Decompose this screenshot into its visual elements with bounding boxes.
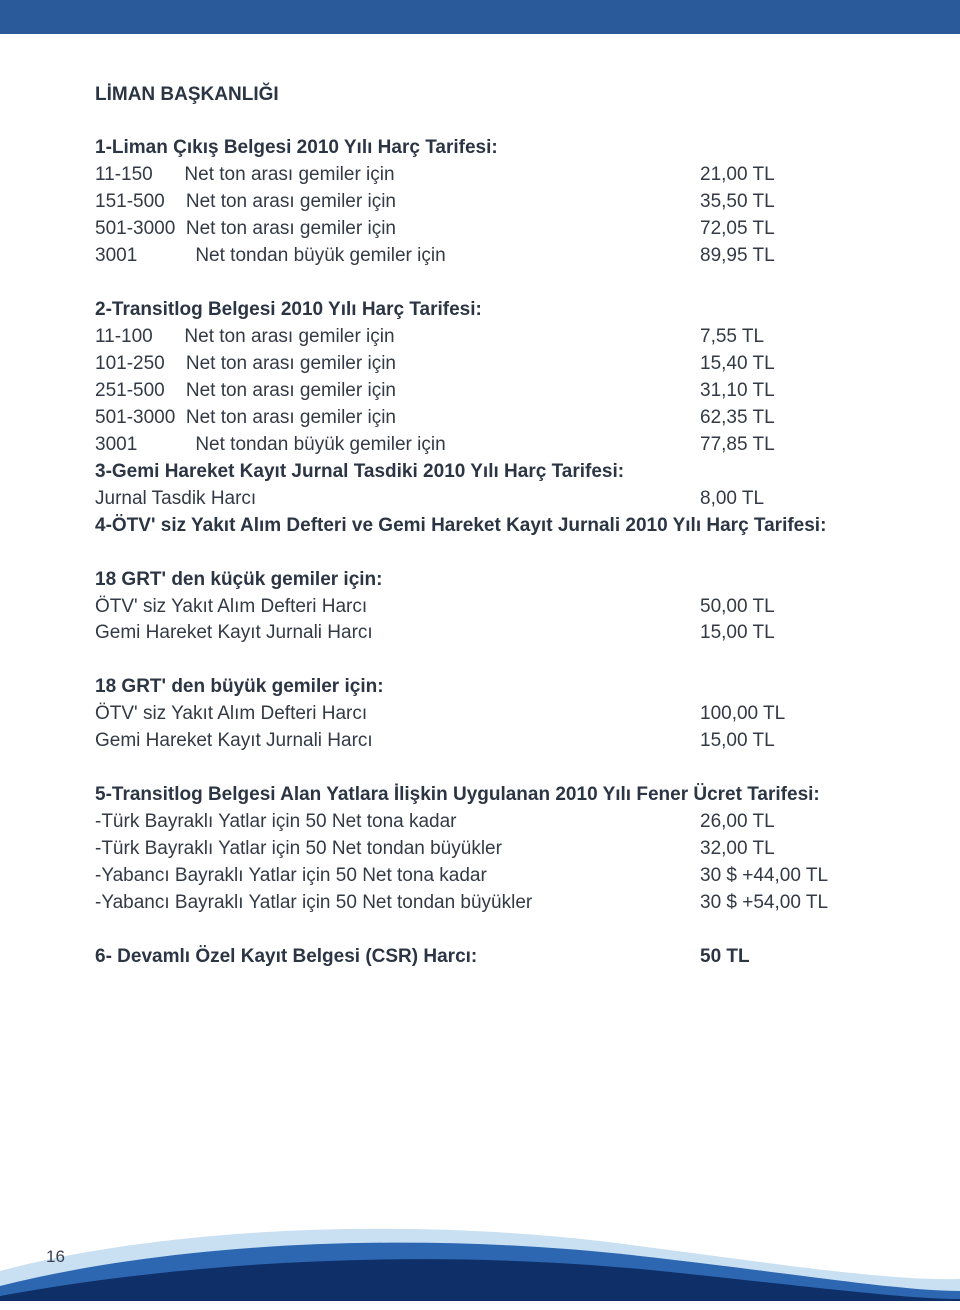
tariff-row: Gemi Hareket Kayıt Jurnali Harcı15,00 TL bbox=[95, 728, 870, 755]
tariff-label: 101-250 Net ton arası gemiler için bbox=[95, 351, 700, 378]
tariff-label: 3001 Net tondan büyük gemiler için bbox=[95, 432, 700, 459]
tariff-row: 251-500 Net ton arası gemiler için31,10 … bbox=[95, 378, 870, 405]
tariff-label: 11-150 Net ton arası gemiler için bbox=[95, 162, 700, 189]
tariff-label: -Türk Bayraklı Yatlar için 50 Net tondan… bbox=[95, 836, 700, 863]
tariff-row: 101-250 Net ton arası gemiler için15,40 … bbox=[95, 351, 870, 378]
tariff-value: 50,00 TL bbox=[700, 594, 870, 621]
section-5-title: 5-Transitlog Belgesi Alan Yatlara İlişki… bbox=[95, 782, 870, 809]
section-4: 4-ÖTV' siz Yakıt Alım Defteri ve Gemi Ha… bbox=[95, 513, 870, 540]
section-5: 5-Transitlog Belgesi Alan Yatlara İlişki… bbox=[95, 782, 870, 917]
page-title: LİMAN BAŞKANLIĞI bbox=[95, 82, 870, 109]
tariff-label: Gemi Hareket Kayıt Jurnali Harcı bbox=[95, 728, 700, 755]
section-2: 2-Transitlog Belgesi 2010 Yılı Harç Tari… bbox=[95, 297, 870, 459]
tariff-row: ÖTV' siz Yakıt Alım Defteri Harcı50,00 T… bbox=[95, 594, 870, 621]
tariff-label: 501-3000 Net ton arası gemiler için bbox=[95, 216, 700, 243]
tariff-label: 501-3000 Net ton arası gemiler için bbox=[95, 405, 700, 432]
tariff-row: 501-3000 Net ton arası gemiler için72,05… bbox=[95, 216, 870, 243]
wave-mid bbox=[0, 1243, 960, 1301]
tariff-row: -Türk Bayraklı Yatlar için 50 Net tona k… bbox=[95, 809, 870, 836]
tariff-value: 62,35 TL bbox=[700, 405, 870, 432]
tariff-label: 3001 Net tondan büyük gemiler için bbox=[95, 243, 700, 270]
section-4b: 18 GRT' den büyük gemiler için: ÖTV' siz… bbox=[95, 674, 870, 755]
tariff-row: Jurnal Tasdik Harcı8,00 TL bbox=[95, 486, 870, 513]
tariff-label: Jurnal Tasdik Harcı bbox=[95, 486, 700, 513]
section-1: 1-Liman Çıkış Belgesi 2010 Yılı Harç Tar… bbox=[95, 135, 870, 270]
tariff-value: 7,55 TL bbox=[700, 324, 870, 351]
tariff-value: 15,00 TL bbox=[700, 620, 870, 647]
tariff-row: 151-500 Net ton arası gemiler için35,50 … bbox=[95, 189, 870, 216]
section-1-title: 1-Liman Çıkış Belgesi 2010 Yılı Harç Tar… bbox=[95, 135, 870, 162]
section-4a-title: 18 GRT' den küçük gemiler için: bbox=[95, 567, 870, 594]
wave-back bbox=[0, 1229, 960, 1301]
tariff-row: -Türk Bayraklı Yatlar için 50 Net tondan… bbox=[95, 836, 870, 863]
header-bar bbox=[0, 0, 960, 34]
page-number: 16 bbox=[46, 1245, 65, 1269]
tariff-value: 32,00 TL bbox=[700, 836, 870, 863]
section-6-value: 50 TL bbox=[700, 944, 870, 971]
tariff-label: 11-100 Net ton arası gemiler için bbox=[95, 324, 700, 351]
tariff-value: 77,85 TL bbox=[700, 432, 870, 459]
tariff-value: 72,05 TL bbox=[700, 216, 870, 243]
tariff-value: 100,00 TL bbox=[700, 701, 870, 728]
page-content: LİMAN BAŞKANLIĞI 1-Liman Çıkış Belgesi 2… bbox=[0, 34, 960, 971]
tariff-value: 31,10 TL bbox=[700, 378, 870, 405]
section-4-title: 4-ÖTV' siz Yakıt Alım Defteri ve Gemi Ha… bbox=[95, 513, 870, 540]
section-3: 3-Gemi Hareket Kayıt Jurnal Tasdiki 2010… bbox=[95, 459, 870, 513]
tariff-value: 30 $ +54,00 TL bbox=[700, 890, 870, 917]
tariff-label: 251-500 Net ton arası gemiler için bbox=[95, 378, 700, 405]
section-4b-title: 18 GRT' den büyük gemiler için: bbox=[95, 674, 870, 701]
tariff-value: 21,00 TL bbox=[700, 162, 870, 189]
tariff-label: ÖTV' siz Yakıt Alım Defteri Harcı bbox=[95, 594, 700, 621]
tariff-row: 501-3000 Net ton arası gemiler için62,35… bbox=[95, 405, 870, 432]
tariff-value: 35,50 TL bbox=[700, 189, 870, 216]
tariff-label: Gemi Hareket Kayıt Jurnali Harcı bbox=[95, 620, 700, 647]
tariff-label: -Yabancı Bayraklı Yatlar için 50 Net ton… bbox=[95, 863, 700, 890]
tariff-row: 11-100 Net ton arası gemiler için7,55 TL bbox=[95, 324, 870, 351]
section-6: 6- Devamlı Özel Kayıt Belgesi (CSR) Harc… bbox=[95, 944, 870, 971]
tariff-value: 89,95 TL bbox=[700, 243, 870, 270]
section-2-title: 2-Transitlog Belgesi 2010 Yılı Harç Tari… bbox=[95, 297, 870, 324]
tariff-value: 15,40 TL bbox=[700, 351, 870, 378]
section-6-label: 6- Devamlı Özel Kayıt Belgesi (CSR) Harc… bbox=[95, 944, 700, 971]
tariff-row: -Yabancı Bayraklı Yatlar için 50 Net ton… bbox=[95, 890, 870, 917]
tariff-value: 8,00 TL bbox=[700, 486, 870, 513]
tariff-value: 30 $ +44,00 TL bbox=[700, 863, 870, 890]
tariff-label: 151-500 Net ton arası gemiler için bbox=[95, 189, 700, 216]
tariff-value: 26,00 TL bbox=[700, 809, 870, 836]
tariff-row: 3001 Net tondan büyük gemiler için89,95 … bbox=[95, 243, 870, 270]
tariff-row: -Yabancı Bayraklı Yatlar için 50 Net ton… bbox=[95, 863, 870, 890]
tariff-row: 3001 Net tondan büyük gemiler için77,85 … bbox=[95, 432, 870, 459]
tariff-value: 15,00 TL bbox=[700, 728, 870, 755]
section-3-title: 3-Gemi Hareket Kayıt Jurnal Tasdiki 2010… bbox=[95, 459, 870, 486]
tariff-row: ÖTV' siz Yakıt Alım Defteri Harcı100,00 … bbox=[95, 701, 870, 728]
tariff-row: Gemi Hareket Kayıt Jurnali Harcı15,00 TL bbox=[95, 620, 870, 647]
tariff-row: 11-150 Net ton arası gemiler için21,00 T… bbox=[95, 162, 870, 189]
section-4a: 18 GRT' den küçük gemiler için: ÖTV' siz… bbox=[95, 567, 870, 648]
tariff-label: ÖTV' siz Yakıt Alım Defteri Harcı bbox=[95, 701, 700, 728]
wave-front bbox=[0, 1259, 960, 1301]
tariff-label: -Türk Bayraklı Yatlar için 50 Net tona k… bbox=[95, 809, 700, 836]
footer-wave bbox=[0, 1161, 960, 1301]
tariff-label: -Yabancı Bayraklı Yatlar için 50 Net ton… bbox=[95, 890, 700, 917]
